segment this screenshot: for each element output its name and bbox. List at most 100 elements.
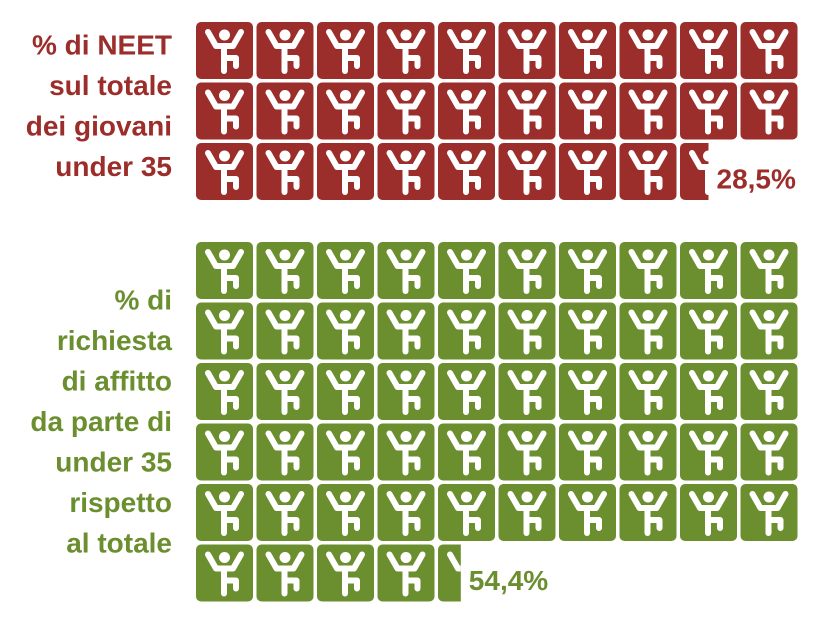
icon xyxy=(619,423,677,481)
icon xyxy=(256,242,314,299)
icon xyxy=(256,143,314,200)
icon xyxy=(196,544,253,602)
icon xyxy=(498,423,556,481)
icon xyxy=(196,22,253,79)
icon xyxy=(740,484,798,541)
icon xyxy=(498,82,556,140)
icon xyxy=(498,242,556,299)
icon xyxy=(498,484,556,541)
icon xyxy=(256,82,314,140)
icon xyxy=(256,484,314,541)
chart-label: al totale xyxy=(66,527,172,558)
icon xyxy=(196,82,253,140)
icon xyxy=(559,143,616,200)
icon xyxy=(619,484,677,541)
icon xyxy=(498,363,556,420)
icon xyxy=(317,82,374,140)
icon xyxy=(196,143,253,200)
icon xyxy=(619,242,677,299)
icon xyxy=(740,363,798,420)
icon xyxy=(196,302,253,360)
icon xyxy=(438,242,495,299)
icon xyxy=(377,363,435,420)
icon xyxy=(317,242,374,299)
chart-label: sul totale xyxy=(49,70,172,101)
icon xyxy=(317,423,374,481)
icon xyxy=(559,302,616,360)
icon xyxy=(438,22,495,79)
icon-box xyxy=(680,143,709,200)
icon xyxy=(438,82,495,140)
icon xyxy=(619,363,677,420)
icon xyxy=(438,484,495,541)
icon xyxy=(619,302,677,360)
icon xyxy=(317,302,374,360)
icon xyxy=(680,22,737,79)
icon xyxy=(680,242,737,299)
value-label: 54,4% xyxy=(469,565,548,596)
icon xyxy=(740,302,798,360)
icon xyxy=(559,22,616,79)
icon xyxy=(619,82,677,140)
icon xyxy=(196,484,253,541)
icon xyxy=(680,82,737,140)
icon xyxy=(680,363,737,420)
icon xyxy=(559,82,616,140)
icon xyxy=(377,484,435,541)
icon xyxy=(680,143,709,200)
icon xyxy=(559,242,616,299)
icon xyxy=(256,423,314,481)
icon xyxy=(196,423,253,481)
icon xyxy=(377,82,435,140)
chart-label: under 35 xyxy=(55,446,172,477)
icon xyxy=(438,363,495,420)
chart-label: rispetto xyxy=(69,487,172,518)
icon xyxy=(317,143,374,200)
icon xyxy=(377,242,435,299)
icon xyxy=(377,22,435,79)
icon xyxy=(559,363,616,420)
icon xyxy=(377,143,435,200)
chart-label: under 35 xyxy=(55,151,172,182)
icon xyxy=(438,544,461,602)
icon xyxy=(196,363,253,420)
icon xyxy=(317,484,374,541)
icon xyxy=(256,544,314,602)
chart-label: dei giovani xyxy=(26,110,172,141)
icon xyxy=(559,484,616,541)
icon xyxy=(680,302,737,360)
icon xyxy=(740,82,798,140)
icon xyxy=(438,143,495,200)
chart-label: % di NEET xyxy=(32,29,172,60)
pictogram xyxy=(196,242,798,602)
icon xyxy=(256,302,314,360)
icon xyxy=(438,423,495,481)
icon xyxy=(196,242,253,299)
icon xyxy=(256,22,314,79)
chart-label: % di xyxy=(114,284,172,315)
pictogram xyxy=(196,22,798,200)
icon xyxy=(377,423,435,481)
icon xyxy=(317,363,374,420)
chart-label: di affitto xyxy=(62,365,172,396)
icon xyxy=(740,423,798,481)
icon xyxy=(377,302,435,360)
icon xyxy=(559,423,616,481)
icon xyxy=(317,544,374,602)
icon xyxy=(256,363,314,420)
icon xyxy=(498,143,556,200)
icon xyxy=(740,22,798,79)
icon xyxy=(377,544,435,602)
icon xyxy=(619,143,677,200)
icon xyxy=(317,22,374,79)
icon xyxy=(498,302,556,360)
chart-label: richiesta xyxy=(57,325,173,356)
value-label: 28,5% xyxy=(717,163,796,194)
icon xyxy=(740,242,798,299)
chart-label: da parte di xyxy=(30,406,172,437)
icon xyxy=(438,302,495,360)
icon xyxy=(498,22,556,79)
icon xyxy=(680,484,737,541)
